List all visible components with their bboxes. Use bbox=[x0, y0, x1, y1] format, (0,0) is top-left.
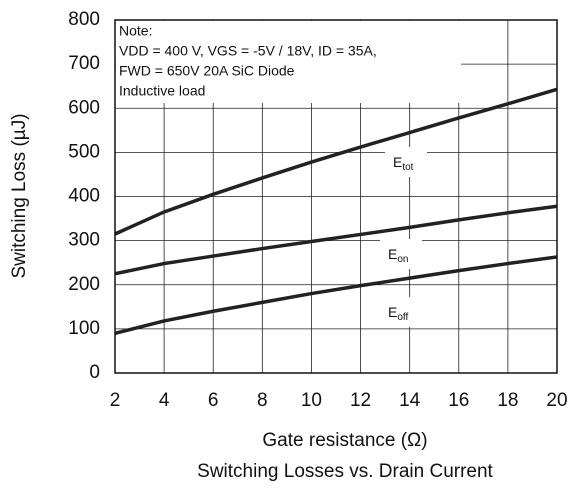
y-tick-label: 100 bbox=[68, 318, 100, 339]
series-label-main: E bbox=[388, 246, 397, 262]
x-tick-label: 6 bbox=[208, 390, 219, 411]
y-tick-label: 600 bbox=[68, 97, 100, 118]
note-box bbox=[116, 21, 461, 103]
y-tick-label: 0 bbox=[89, 362, 100, 383]
series-label-main: E bbox=[393, 154, 402, 170]
chart-title: Switching Losses vs. Drain Current bbox=[197, 461, 493, 482]
x-tick-label: 20 bbox=[546, 390, 567, 411]
y-tick-label: 400 bbox=[68, 186, 100, 207]
x-tick-label: 12 bbox=[350, 390, 371, 411]
x-tick-label: 2 bbox=[110, 390, 121, 411]
label-bg bbox=[385, 147, 427, 177]
y-axis-label: Switching Loss (µJ) bbox=[9, 113, 30, 278]
note-line: FWD = 650V 20A SiC Diode bbox=[119, 63, 295, 79]
series-label-sub: on bbox=[397, 254, 408, 265]
note-line: Inductive load bbox=[119, 83, 205, 99]
label-bg bbox=[380, 297, 422, 327]
data-line bbox=[114, 87, 558, 236]
series-label: Eon bbox=[388, 246, 408, 265]
x-tick-label: 14 bbox=[399, 390, 421, 411]
series-label: Etot bbox=[393, 154, 414, 173]
x-tick-label: 4 bbox=[159, 390, 170, 411]
y-tick-label: 700 bbox=[68, 53, 100, 74]
note-line: VDD = 400 V, VGS = -5V / 18V, ID = 35A, bbox=[119, 43, 377, 59]
series-label-main: E bbox=[388, 304, 397, 320]
y-tick-label: 200 bbox=[68, 274, 100, 295]
series-label: Eoff bbox=[388, 304, 409, 323]
x-tick-label: 8 bbox=[257, 390, 268, 411]
x-tick-label: 18 bbox=[497, 390, 518, 411]
x-tick-label: 10 bbox=[301, 390, 322, 411]
plot-frame bbox=[114, 19, 558, 374]
data-line bbox=[114, 255, 558, 335]
x-axis-label: Gate resistance (Ω) bbox=[262, 430, 427, 451]
y-tick-label: 500 bbox=[68, 141, 100, 162]
series-label-sub: tot bbox=[402, 162, 413, 173]
series-label-sub: off bbox=[397, 312, 408, 323]
note-line: Note: bbox=[119, 23, 152, 39]
y-tick-label: 800 bbox=[68, 9, 100, 30]
x-tick-label: 16 bbox=[448, 390, 469, 411]
data-line bbox=[114, 204, 558, 276]
y-tick-label: 300 bbox=[68, 230, 100, 251]
label-bg bbox=[380, 239, 422, 269]
